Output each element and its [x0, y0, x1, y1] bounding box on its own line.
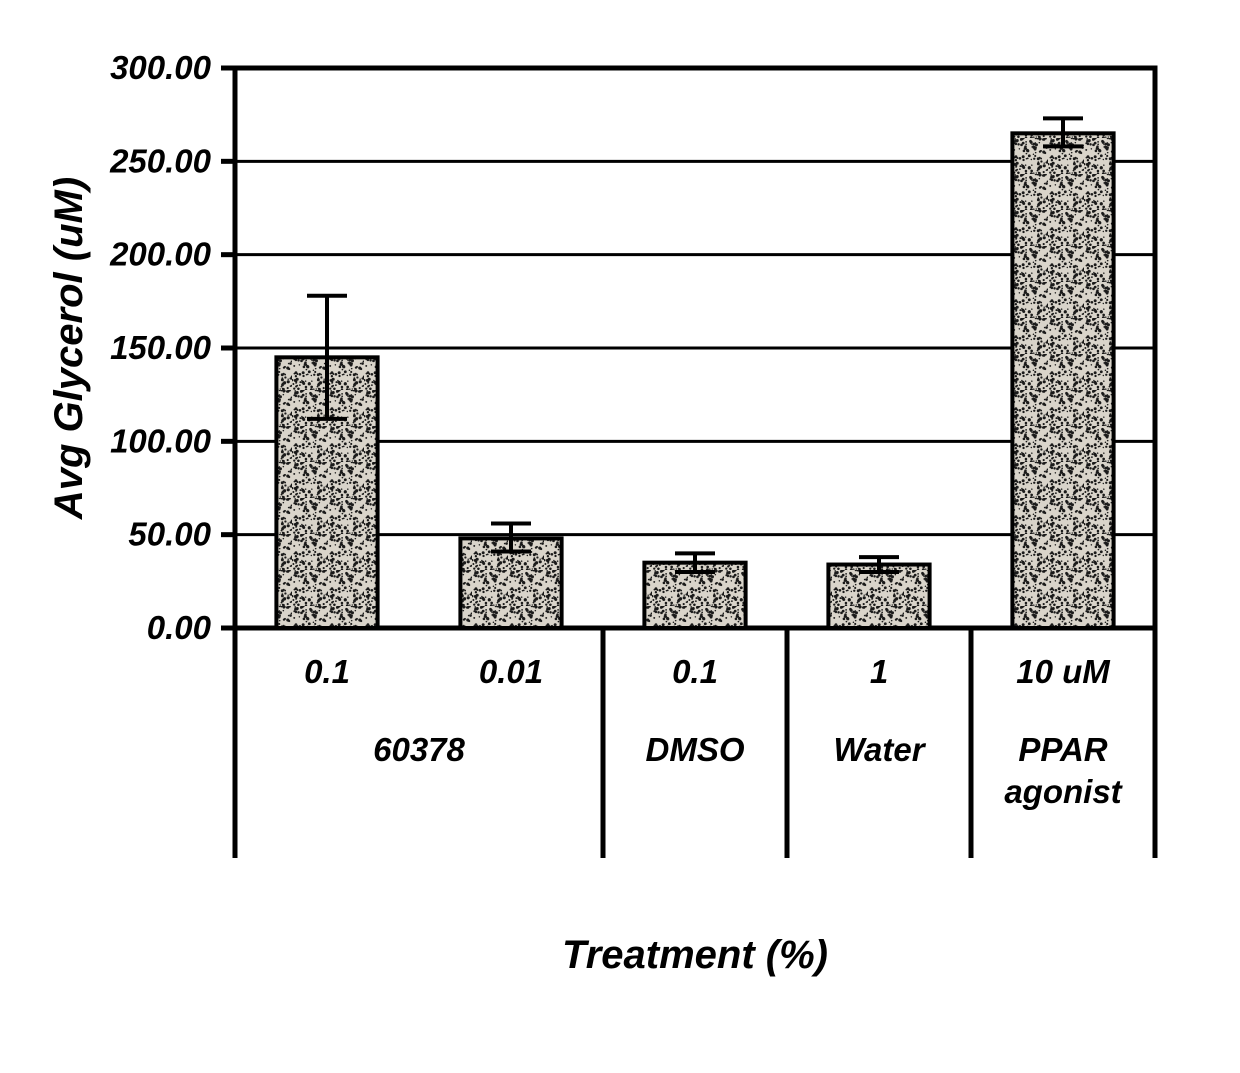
x-group-label: Water: [833, 731, 926, 768]
x-sub-label: 1: [870, 653, 888, 690]
x-group-label: PPAR: [1018, 731, 1107, 768]
x-group-label: DMSO: [646, 731, 745, 768]
y-tick-label: 0.00: [147, 609, 212, 646]
y-tick-label: 150.00: [110, 329, 212, 366]
x-sub-label: 0.1: [304, 653, 350, 690]
chart-svg: 0.00 50.00 100.00 150.00 200.00 250.00 300.00 0…: [40, 30, 1200, 1030]
y-axis-title: Avg Glycerol (uM): [47, 177, 91, 520]
y-tick-label: 200.00: [109, 236, 212, 273]
y-tick-label: 50.00: [128, 516, 211, 553]
x-axis-title: Treatment (%): [562, 933, 828, 977]
x-group-label: 60378: [373, 731, 465, 768]
y-tick-label: 250.00: [109, 142, 212, 179]
bar: [828, 565, 929, 628]
glycerol-bar-chart: 0.00 50.00 100.00 150.00 200.00 250.00 300.00 0…: [40, 30, 1200, 1030]
x-sub-label: 0.1: [672, 653, 718, 690]
x-group-label: agonist: [1004, 773, 1123, 810]
y-tick-label: 300.00: [110, 49, 212, 86]
x-sub-label: 0.01: [479, 653, 543, 690]
bar: [1012, 133, 1113, 628]
x-sub-label: 10 uM: [1016, 653, 1111, 690]
y-tick-label: 100.00: [110, 422, 212, 459]
